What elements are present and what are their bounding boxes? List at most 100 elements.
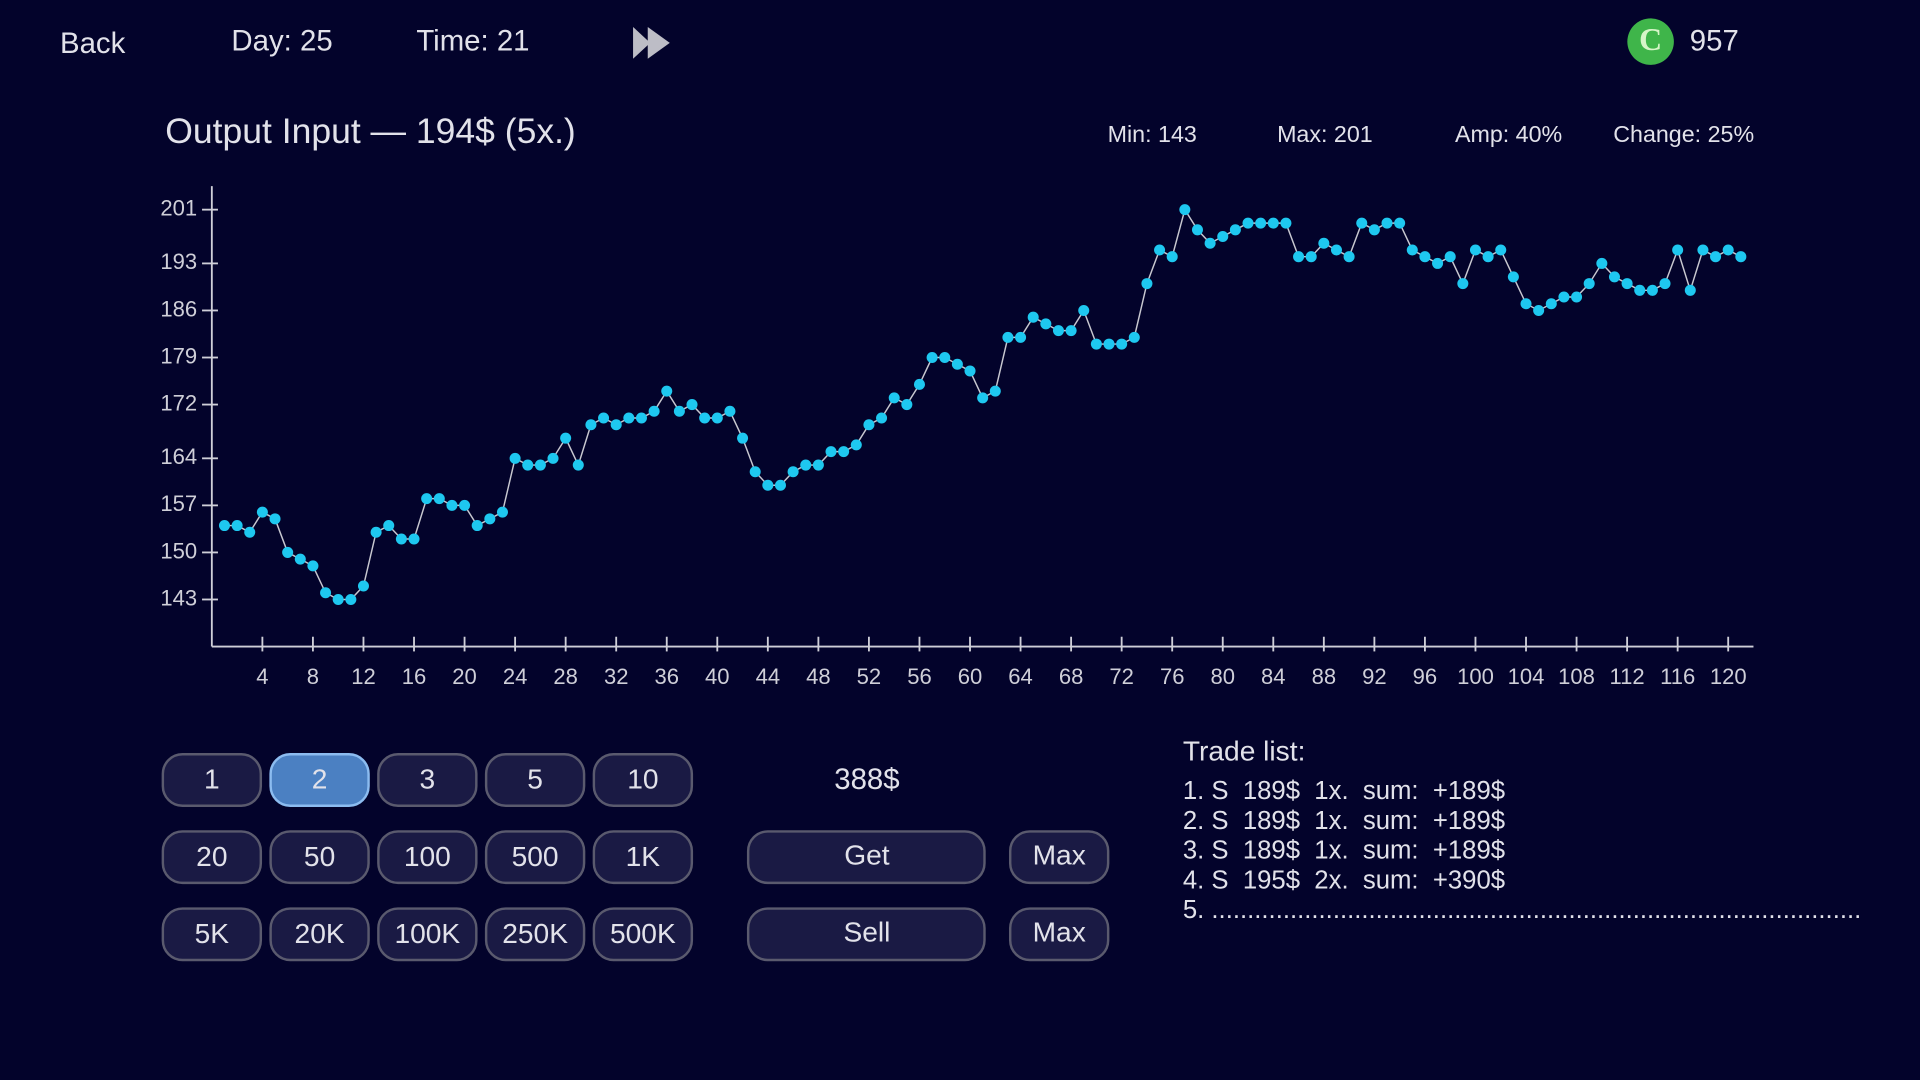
amount-label: 250K <box>502 918 568 949</box>
trade-item: 3. S 189$ 1x. sum: +189$ <box>1183 837 1505 865</box>
price-point <box>1078 304 1090 316</box>
price-point <box>408 533 420 545</box>
x-tick-label: 80 <box>1210 664 1235 689</box>
price-point <box>509 452 521 464</box>
amount-label: 100 <box>404 841 451 872</box>
price-point <box>888 392 900 404</box>
price-point <box>1002 331 1014 343</box>
price-point <box>598 412 610 424</box>
price-point <box>1330 244 1342 256</box>
amount-button[interactable] <box>377 907 478 962</box>
amount-button[interactable] <box>484 830 586 885</box>
x-tick-label: 44 <box>756 664 781 689</box>
fast-forward-button[interactable] <box>633 26 670 59</box>
price-point <box>711 412 723 424</box>
x-tick-label: 96 <box>1413 664 1438 689</box>
price-point <box>1103 338 1115 350</box>
x-tick-label: 40 <box>705 664 730 689</box>
x-tick-label: 56 <box>907 664 932 689</box>
trade-list-title: Trade list: <box>1183 735 1306 766</box>
price-point <box>648 405 660 417</box>
coin-count: 957 <box>1690 25 1739 58</box>
price-point <box>1469 244 1481 256</box>
price-point <box>294 553 306 565</box>
y-tick-label: 179 <box>160 343 197 368</box>
price-point <box>939 352 951 364</box>
sell-max-button[interactable] <box>1008 907 1110 962</box>
amount-button[interactable] <box>592 830 694 885</box>
price-point <box>1090 338 1102 350</box>
price-point <box>522 459 534 471</box>
time-label: Time: 21 <box>416 25 529 58</box>
ff-arrow <box>647 26 670 59</box>
price-point <box>635 412 647 424</box>
price-point <box>1191 224 1203 236</box>
amount-label: 100K <box>394 918 460 949</box>
price-point <box>1318 237 1330 249</box>
get-max-button[interactable] <box>1008 830 1110 885</box>
amount-button[interactable] <box>592 753 694 807</box>
price-point <box>1128 331 1140 343</box>
price-point <box>1255 217 1267 229</box>
sell-label: Sell <box>843 917 890 948</box>
amount-button[interactable] <box>592 907 694 962</box>
coin-letter: C <box>1639 22 1662 57</box>
x-tick-label: 60 <box>958 664 983 689</box>
price-point <box>1154 244 1166 256</box>
price-point <box>1166 251 1178 263</box>
x-tick-label: 88 <box>1312 664 1337 689</box>
price-point <box>964 365 976 377</box>
price-point <box>395 533 407 545</box>
price-point <box>1507 271 1519 283</box>
price-point <box>1710 251 1722 263</box>
price-point <box>926 352 938 364</box>
x-tick-label: 100 <box>1457 664 1494 689</box>
price-point <box>749 466 761 478</box>
y-tick-label: 201 <box>160 195 197 220</box>
amount-button[interactable] <box>269 753 370 807</box>
price-point <box>471 520 483 532</box>
amount-button[interactable] <box>161 830 263 885</box>
back-button[interactable]: Back <box>60 27 126 60</box>
price-point <box>1368 224 1380 236</box>
x-tick-label: 16 <box>402 664 427 689</box>
price-point <box>913 378 925 390</box>
price-point <box>1179 204 1191 216</box>
sell-button[interactable] <box>746 907 986 962</box>
amount-button[interactable] <box>484 907 586 962</box>
x-tick-label: 76 <box>1160 664 1185 689</box>
price-point <box>686 399 698 411</box>
x-tick-label: 120 <box>1710 664 1747 689</box>
x-tick-label: 36 <box>654 664 679 689</box>
price-point <box>1065 325 1077 337</box>
amount-button[interactable] <box>269 907 370 962</box>
price-point <box>1293 251 1305 263</box>
price-point <box>951 358 963 370</box>
x-tick-label: 64 <box>1008 664 1033 689</box>
price-point <box>383 520 395 532</box>
amount-button[interactable] <box>269 830 370 885</box>
price-point <box>1533 304 1545 316</box>
stat-label: Min: 143 <box>1108 121 1197 147</box>
price-point <box>218 520 230 532</box>
amount-button[interactable] <box>377 830 478 885</box>
amount-button[interactable] <box>377 753 478 807</box>
amount-label: 5 <box>527 764 543 795</box>
price-point <box>1571 291 1583 303</box>
price-point <box>1217 231 1229 243</box>
amount-button[interactable] <box>161 907 263 962</box>
price-point <box>812 459 824 471</box>
price-point <box>572 459 584 471</box>
price-point <box>496 506 508 518</box>
amount-button[interactable] <box>161 753 263 807</box>
amount-label: 20 <box>196 841 227 872</box>
price-point <box>1596 257 1608 269</box>
get-button[interactable] <box>746 830 986 885</box>
y-tick-label: 157 <box>160 491 197 516</box>
amount-button[interactable] <box>484 753 586 807</box>
price-point <box>863 419 875 431</box>
price-point <box>534 459 546 471</box>
price-point <box>1027 311 1039 323</box>
amount-label: 5K <box>195 918 230 949</box>
